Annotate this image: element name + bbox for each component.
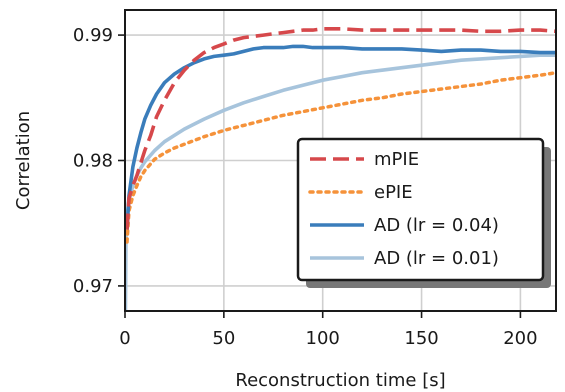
axis-ticks: 0 50 100 150 200 0.97 0.98 0.99 — [73, 25, 538, 349]
legend-label: mPIE — [374, 149, 419, 170]
legend-label: AD (lr = 0.01) — [374, 248, 499, 269]
x-axis-label: Reconstruction time [s] — [235, 370, 445, 391]
series-lines — [125, 27, 556, 311]
legend: mPIE ePIE AD (lr = 0.04) AD (lr = 0.01) — [296, 137, 551, 288]
x-tick-label: 0 — [119, 328, 130, 349]
y-axis-label: Correlation — [13, 111, 34, 210]
series-line — [125, 27, 556, 230]
series-line — [125, 44, 556, 230]
x-tick-label: 100 — [306, 328, 340, 349]
legend-box — [296, 137, 545, 282]
x-tick-label: 200 — [503, 328, 537, 349]
series-line — [125, 70, 556, 244]
legend-label: ePIE — [374, 182, 413, 203]
y-tick-label: 0.99 — [73, 25, 113, 46]
y-tick-label: 0.97 — [73, 276, 113, 297]
legend-label: AD (lr = 0.04) — [374, 215, 499, 236]
y-tick-label: 0.98 — [73, 151, 113, 172]
x-tick-label: 50 — [212, 328, 235, 349]
x-tick-label: 150 — [404, 328, 438, 349]
